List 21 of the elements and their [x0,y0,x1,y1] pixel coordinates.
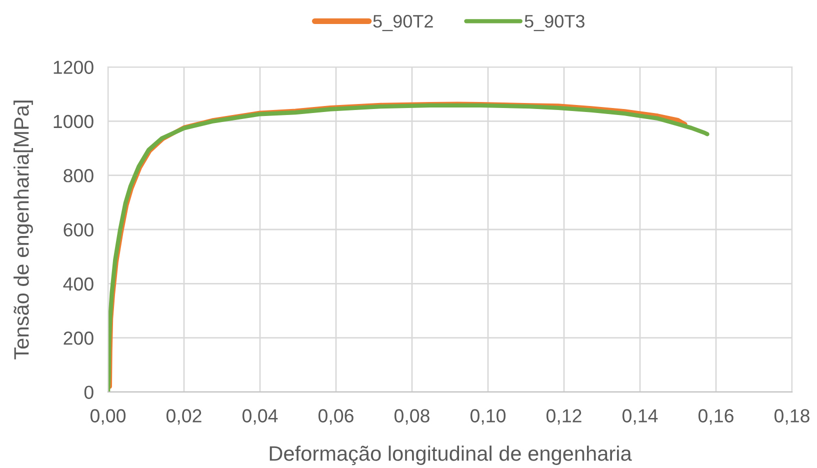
x-tick-label: 0,18 [774,409,810,425]
y-tick-label: 1000 [54,114,94,128]
y-tick-label: 400 [63,277,94,291]
x-tick-label: 0,02 [166,409,202,425]
legend-label: 5_90T2 [373,14,433,32]
x-tick-label: 0,08 [394,409,430,425]
x-tick-label: 0,06 [318,409,354,425]
y-tick-label: 0 [84,386,94,399]
x-tick-label: 0,04 [242,409,278,425]
y-tick-label: 1200 [54,60,94,74]
legend-label: 5_90T3 [524,14,584,32]
y-tick-label: 800 [64,169,94,182]
x-tick-label: 0,14 [622,409,658,425]
x-tick-label: 0,12 [546,409,582,425]
y-tick-label: 600 [64,223,94,236]
x-tick-label: 0,00 [90,409,126,425]
x-tick-label: 0,16 [698,409,734,425]
x-tick-label: 0,10 [470,409,506,425]
x-axis-title: Deformação longitudinal de engenharia [270,446,632,466]
y-tick-label: 200 [64,332,94,345]
y-axis-title: Tensão de engenharia[MPa] [14,100,33,360]
